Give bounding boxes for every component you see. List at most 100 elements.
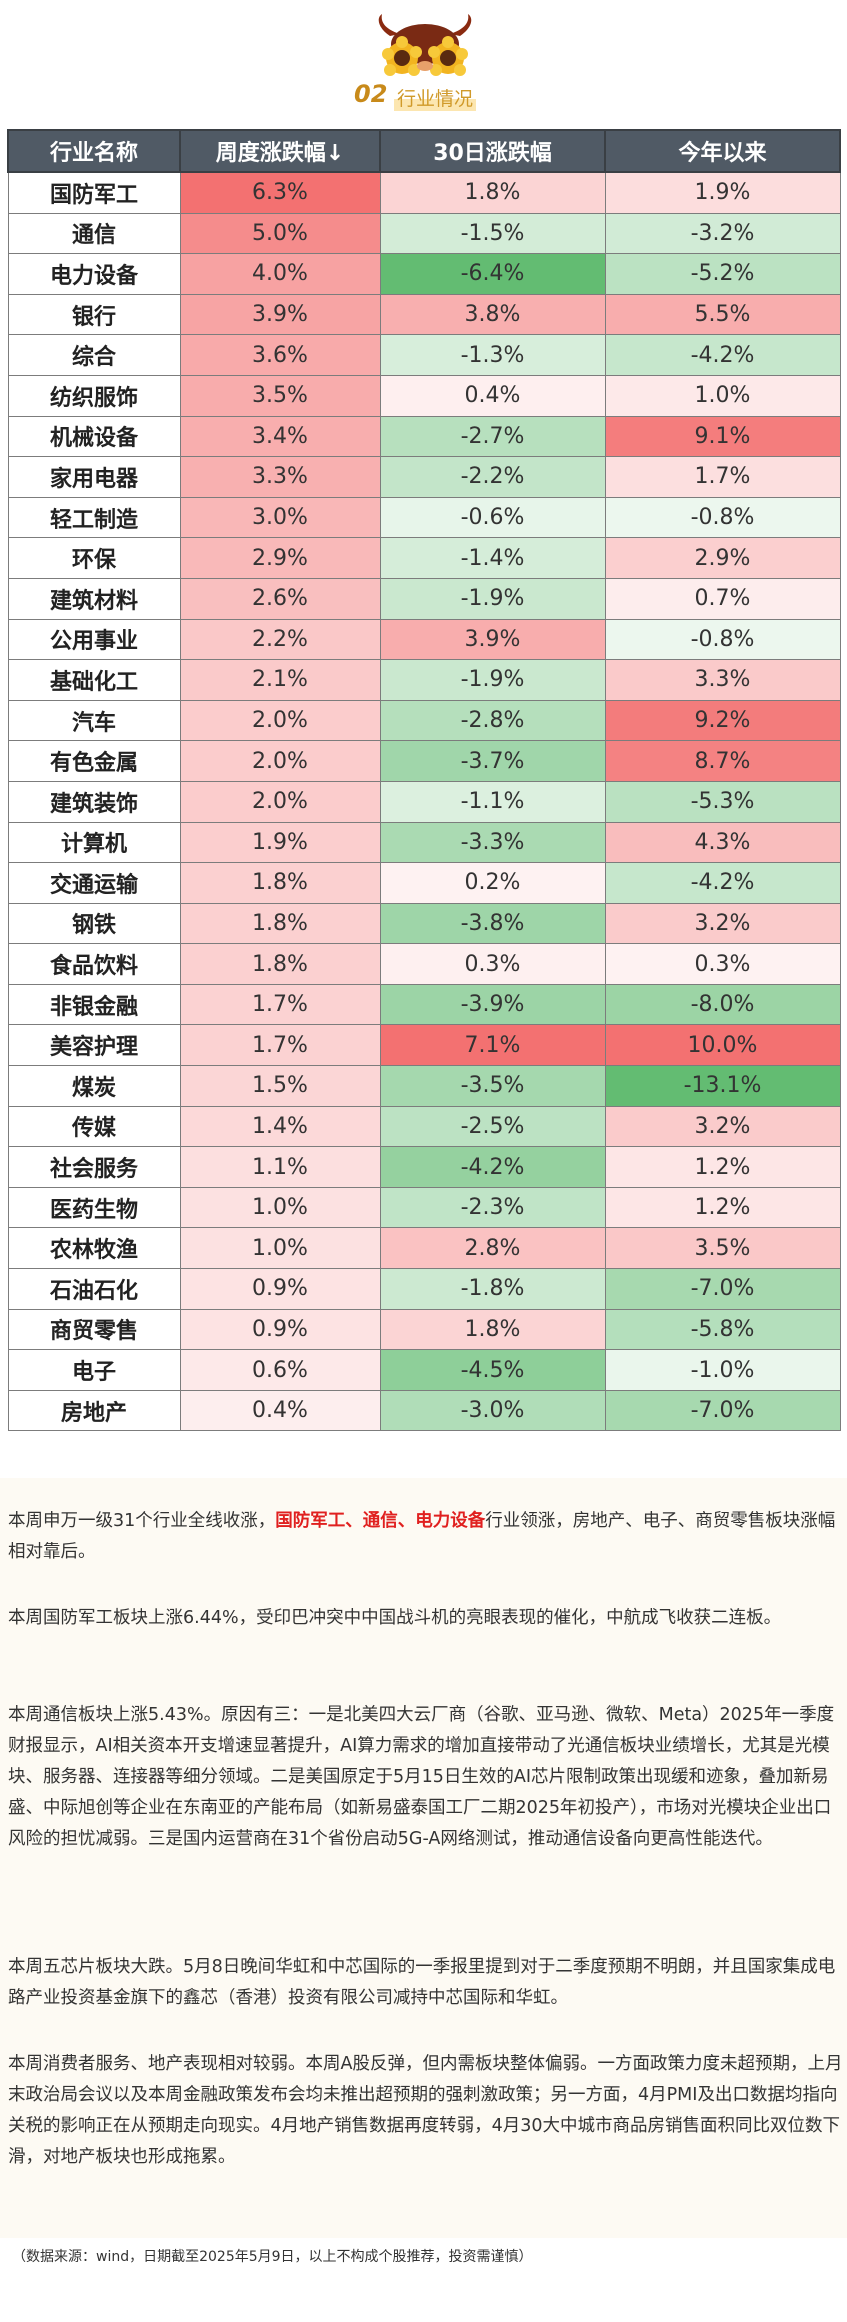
table-row: 钢铁 1.8% -3.8% 3.2% [7, 902, 841, 945]
table-row: 通信 5.0% -1.5% -3.2% [7, 212, 841, 255]
industry-name-cell: 电子 [7, 1349, 181, 1391]
paragraph-summary: 本周申万一级31个行业全线收涨，国防军工、通信、电力设备行业领涨，房地产、电子、… [8, 1506, 843, 1568]
d30-change-cell: -3.3% [379, 821, 606, 864]
industry-name-cell: 公用事业 [7, 618, 181, 661]
d30-change-cell: 0.4% [379, 374, 606, 417]
table-row: 银行 3.9% 3.8% 5.5% [7, 293, 841, 336]
industry-name-cell: 商贸零售 [7, 1308, 181, 1351]
paragraph-consumer-realestate: 本周消费者服务、地产表现相对较弱。本周A股反弹，但内需板块整体偏弱。一方面政策力… [8, 2054, 843, 2167]
industry-name-cell: 国防军工 [7, 171, 181, 214]
d30-change-cell: -3.0% [379, 1389, 606, 1432]
weekly-change-cell: 0.6% [179, 1349, 381, 1391]
bull-sunflower-logo [378, 14, 472, 76]
weekly-change-cell: 5.0% [179, 212, 381, 255]
header-30day-change[interactable]: 30日涨跌幅 [379, 129, 606, 173]
ytd-change-cell: 10.0% [604, 1024, 841, 1067]
table-row: 非银金融 1.7% -3.9% -8.0% [7, 983, 841, 1026]
ytd-change-cell: 2.9% [604, 537, 841, 579]
table-row: 汽车 2.0% -2.8% 9.2% [7, 699, 841, 742]
weekly-change-cell: 3.3% [179, 456, 381, 498]
section-number: 02 [354, 80, 388, 108]
paragraph-telecom: 本周通信板块上涨5.43%。原因有三：一是北美四大云厂商（谷歌、亚马逊、微软、M… [8, 1705, 835, 1849]
d30-change-cell: -1.1% [379, 780, 606, 823]
table-row: 石油石化 0.9% -1.8% -7.0% [7, 1268, 841, 1310]
weekly-change-cell: 1.5% [179, 1065, 381, 1107]
d30-change-cell: -1.4% [379, 537, 606, 579]
d30-change-cell: -1.3% [379, 334, 606, 376]
industry-name-cell: 房地产 [7, 1389, 181, 1432]
weekly-change-cell: 3.9% [179, 293, 381, 336]
ytd-change-cell: -7.0% [604, 1389, 841, 1432]
weekly-change-cell: 3.6% [179, 334, 381, 376]
ytd-change-cell: -7.0% [604, 1268, 841, 1310]
industry-name-cell: 农林牧渔 [7, 1227, 181, 1270]
weekly-change-cell: 2.0% [179, 780, 381, 823]
table-row: 有色金属 2.0% -3.7% 8.7% [7, 740, 841, 782]
weekly-change-cell: 1.4% [179, 1105, 381, 1148]
section-title: 行业情况 [394, 84, 477, 111]
weekly-change-cell: 1.1% [179, 1146, 381, 1188]
paragraph-chips: 本周五芯片板块大跌。5月8日晚间华虹和中芯国际的一季报里提到对于二季度预期不明朗… [8, 1957, 836, 2008]
industry-name-cell: 纺织服饰 [7, 374, 181, 417]
d30-change-cell: 2.8% [379, 1227, 606, 1270]
header-industry[interactable]: 行业名称 [7, 129, 181, 173]
table-row: 轻工制造 3.0% -0.6% -0.8% [7, 496, 841, 539]
table-row: 环保 2.9% -1.4% 2.9% [7, 537, 841, 579]
ytd-change-cell: 1.2% [604, 1146, 841, 1188]
d30-change-cell: 0.2% [379, 862, 606, 904]
ytd-change-cell: 9.2% [604, 699, 841, 742]
weekly-change-cell: 6.3% [179, 171, 381, 214]
paragraph-defense: 本周国防军工板块上涨6.44%，受印巴冲突中中国战斗机的亮眼表现的催化，中航成飞… [8, 1608, 782, 1628]
leading-sectors-highlight: 国防军工、通信、电力设备 [275, 1511, 486, 1531]
paragraph-summary-pre: 本周申万一级31个行业全线收涨， [8, 1511, 276, 1531]
ytd-change-cell: -0.8% [604, 618, 841, 661]
ytd-change-cell: 4.3% [604, 821, 841, 864]
commentary-block: 本周申万一级31个行业全线收涨，国防军工、通信、电力设备行业领涨，房地产、电子、… [0, 1478, 847, 2238]
table-row: 社会服务 1.1% -4.2% 1.2% [7, 1146, 841, 1188]
header-weekly-change[interactable]: 周度涨跌幅↓ [179, 129, 381, 173]
table-row: 电力设备 4.0% -6.4% -5.2% [7, 253, 841, 295]
industry-name-cell: 传媒 [7, 1105, 181, 1148]
weekly-change-cell: 3.0% [179, 496, 381, 539]
d30-change-cell: 1.8% [379, 1308, 606, 1351]
d30-change-cell: -3.7% [379, 740, 606, 782]
table-row: 医药生物 1.0% -2.3% 1.2% [7, 1186, 841, 1229]
industry-name-cell: 钢铁 [7, 902, 181, 945]
header-ytd-change[interactable]: 今年以来 [604, 129, 841, 173]
weekly-change-cell: 4.0% [179, 253, 381, 295]
ytd-change-cell: -1.0% [604, 1349, 841, 1391]
industry-name-cell: 基础化工 [7, 659, 181, 701]
table-row: 国防军工 6.3% 1.8% 1.9% [7, 171, 841, 214]
weekly-change-cell: 2.2% [179, 618, 381, 661]
weekly-change-cell: 2.6% [179, 577, 381, 620]
table-row: 综合 3.6% -1.3% -4.2% [7, 334, 841, 376]
weekly-change-cell: 2.0% [179, 740, 381, 782]
ytd-change-cell: 3.3% [604, 659, 841, 701]
d30-change-cell: 1.8% [379, 171, 606, 214]
ytd-change-cell: 3.5% [604, 1227, 841, 1270]
industry-name-cell: 家用电器 [7, 456, 181, 498]
d30-change-cell: -2.5% [379, 1105, 606, 1148]
ytd-change-cell: -13.1% [604, 1065, 841, 1107]
industry-name-cell: 机械设备 [7, 415, 181, 458]
ytd-change-cell: -5.8% [604, 1308, 841, 1351]
industry-name-cell: 汽车 [7, 699, 181, 742]
data-source-note: （数据来源：wind，日期截至2025年5月9日，以上不构成个股推荐，投资需谨慎… [12, 2249, 533, 2265]
industry-name-cell: 综合 [7, 334, 181, 376]
table-row: 食品饮料 1.8% 0.3% 0.3% [7, 943, 841, 985]
industry-name-cell: 建筑材料 [7, 577, 181, 620]
industry-name-cell: 轻工制造 [7, 496, 181, 539]
section-header: 02 行业情况 [0, 0, 847, 125]
ytd-change-cell: 1.0% [604, 374, 841, 417]
table-row: 纺织服饰 3.5% 0.4% 1.0% [7, 374, 841, 417]
ytd-change-cell: -3.2% [604, 212, 841, 255]
table-row: 煤炭 1.5% -3.5% -13.1% [7, 1065, 841, 1107]
d30-change-cell: -1.8% [379, 1268, 606, 1310]
table-row: 建筑材料 2.6% -1.9% 0.7% [7, 577, 841, 620]
table-row: 美容护理 1.7% 7.1% 10.0% [7, 1024, 841, 1067]
weekly-change-cell: 2.9% [179, 537, 381, 579]
industry-name-cell: 通信 [7, 212, 181, 255]
ytd-change-cell: -5.3% [604, 780, 841, 823]
weekly-change-cell: 1.0% [179, 1186, 381, 1229]
table-row: 农林牧渔 1.0% 2.8% 3.5% [7, 1227, 841, 1270]
